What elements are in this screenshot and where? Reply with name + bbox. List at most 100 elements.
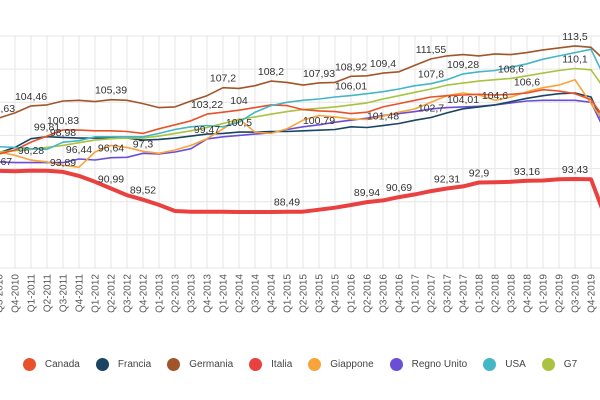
data-label: 100,79 (303, 115, 335, 127)
x-tick-label: Q2-2016 (363, 274, 374, 313)
x-tick-label: Q1-2018 (475, 274, 486, 313)
x-tick-label: Q2-2012 (107, 274, 118, 313)
data-label: 90,99 (98, 173, 124, 185)
data-label: 92,31 (434, 173, 460, 185)
data-label: 94,67 (0, 156, 12, 168)
legend-item-germania[interactable]: Germania (167, 358, 233, 371)
x-tick-label: Q1-2011 (27, 274, 38, 313)
legend-label: Canada (44, 359, 80, 370)
x-tick-label: Q2-2011 (43, 274, 54, 313)
series-line-giappone (0, 78, 600, 168)
legend-label: Italia (271, 359, 293, 370)
x-tick-label: Q2-2014 (235, 274, 246, 313)
data-label: 101,48 (367, 111, 399, 123)
data-label: 108,6 (498, 63, 524, 75)
data-label: 109,28 (447, 59, 479, 71)
series-line-francia (0, 92, 600, 154)
data-label: 88,49 (274, 197, 300, 209)
legend-marker-icon (22, 358, 36, 371)
data-label: 100,83 (47, 115, 79, 127)
x-tick-label: Q4-2014 (267, 274, 278, 313)
legend-label: Germania (189, 359, 234, 370)
series-line-g7 (0, 67, 600, 153)
x-tick-label: Q3-2013 (187, 274, 198, 313)
data-label: 102,63 (0, 103, 15, 115)
data-label: 93,89 (50, 157, 76, 169)
horizontal-gridlines (0, 35, 600, 269)
x-tick-label: Q4-2015 (331, 274, 342, 313)
data-label: 109,4 (370, 58, 396, 70)
series-line-germania (0, 45, 600, 119)
legend-marker-icon (167, 358, 181, 371)
data-label: 102,7 (418, 103, 444, 115)
data-label: 104 (230, 95, 248, 107)
x-tick-label: Q1-2017 (411, 274, 422, 313)
series-lines (0, 45, 600, 214)
data-label: 108,2 (258, 66, 284, 78)
data-label: 107,2 (210, 73, 236, 85)
legend-label: Regno Unito (411, 359, 468, 370)
data-label: 106,6 (514, 77, 540, 89)
legend-marker-icon (541, 358, 555, 371)
data-label: 106,01 (335, 81, 367, 93)
data-label: 104,01 (447, 94, 479, 106)
x-tick-label: Q2-2013 (171, 274, 182, 313)
x-tick-label: Q4-2010 (11, 274, 22, 313)
data-label: 100,5 (226, 117, 252, 129)
legend-label: Giappone (330, 359, 374, 370)
legend-item-regno-unito[interactable]: Regno Unito (389, 358, 468, 371)
legend-item-canada[interactable]: Canada (22, 358, 80, 371)
data-label: 93,16 (514, 166, 540, 178)
x-tick-label: Q1-2019 (539, 274, 550, 313)
legend: Canada Francia Germania Italia Giappone Regno… (0, 358, 600, 371)
x-tick-label: Q3-2017 (443, 274, 454, 313)
legend-item-giappone[interactable]: Giappone (308, 358, 374, 371)
data-label: 110,1 (562, 53, 588, 65)
x-tick-label: Q2-2015 (299, 274, 310, 313)
legend-marker-icon (308, 358, 322, 371)
x-tick-label: Q4-2017 (459, 274, 470, 313)
legend-label: Francia (117, 359, 152, 370)
x-tick-label: Q2-2017 (427, 274, 438, 313)
legend-marker-icon (249, 358, 263, 371)
x-tick-label: Q3-2018 (507, 274, 518, 313)
legend-marker-icon (483, 358, 497, 371)
data-label: 92,9 (469, 167, 490, 179)
data-label: 90,69 (386, 182, 412, 194)
x-tick-label: Q4-2011 (75, 274, 86, 313)
x-axis-tick-labels: Q3-2010 Q4-2010 Q1-2011 Q2-2011 Q3-2011 Q4-20… (0, 274, 598, 313)
x-tick-label: Q3-2011 (59, 274, 70, 313)
legend-item-italia[interactable]: Italia (249, 358, 292, 371)
data-label: 96,28 (18, 145, 44, 157)
x-tick-label: Q1-2015 (283, 274, 294, 313)
data-label: 89,52 (130, 185, 156, 197)
legend-label: USA (505, 359, 526, 370)
legend-item-francia[interactable]: Francia (95, 358, 152, 371)
data-label: 104,46 (15, 91, 47, 103)
x-tick-label: Q4-2018 (523, 274, 534, 313)
data-label: 89,94 (354, 187, 380, 199)
legend-item-g7[interactable]: G7 (541, 358, 578, 371)
data-label: 93,43 (562, 164, 588, 176)
x-tick-label: Q3-2016 (379, 274, 390, 313)
data-label: 107,8 (418, 69, 444, 81)
data-label: 113,5 (562, 31, 588, 43)
series-line-italia (0, 168, 600, 214)
data-label: 98,98 (50, 127, 76, 139)
data-label: 107,93 (303, 68, 335, 80)
series-line-regno-unito (0, 99, 600, 164)
x-tick-label: Q1-2013 (155, 274, 166, 313)
x-tick-label: Q3-2012 (123, 274, 134, 313)
data-label: 103,22 (191, 99, 223, 111)
legend-label: G7 (563, 359, 578, 370)
data-label: 99,81 (34, 122, 60, 134)
data-label: 97,3 (133, 138, 154, 150)
legend-item-usa[interactable]: USA (483, 358, 526, 371)
series-line-canada (0, 88, 600, 155)
x-tick-label: Q3-2010 (0, 274, 6, 313)
x-tick-label: Q1-2014 (219, 274, 230, 313)
data-label: 96,44 (66, 144, 92, 156)
x-tick-label: Q1-2016 (347, 274, 358, 313)
